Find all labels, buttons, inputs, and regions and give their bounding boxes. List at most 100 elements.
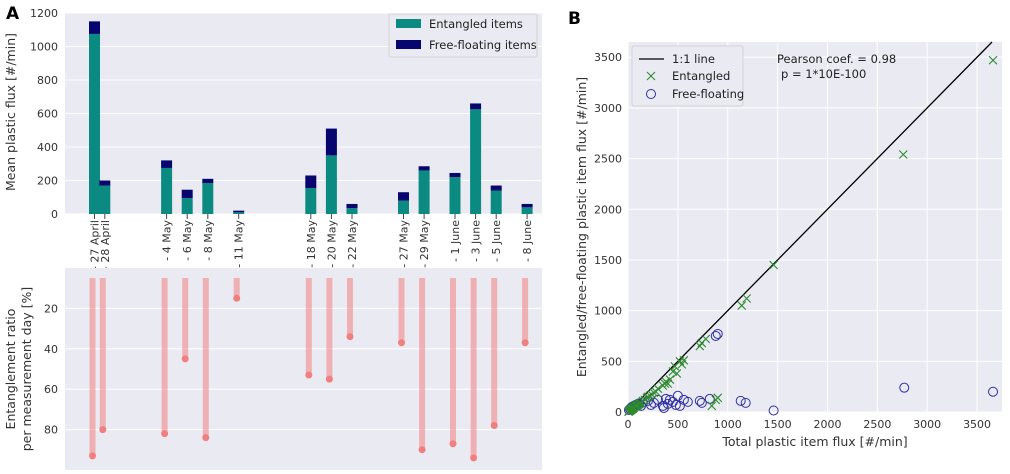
ratio-plot-area xyxy=(65,268,542,470)
entangled-point-stroke xyxy=(660,379,670,389)
bar-legend: Entangled items Free-floating items xyxy=(388,13,538,58)
free-floating-bar xyxy=(346,203,358,209)
entangled-point xyxy=(660,379,670,389)
entangled-point xyxy=(898,150,908,159)
entangled-point-stroke xyxy=(668,367,678,376)
entangled-bar xyxy=(181,198,193,214)
entangled-point-stroke xyxy=(742,294,752,303)
ratio-y-axis-label-2: per measurement day [%] xyxy=(19,287,34,452)
ratio-y-axis-label-1: Entanglement ratio xyxy=(3,309,18,430)
entangled-point xyxy=(679,355,689,365)
ratio-point xyxy=(418,446,426,454)
free-floating-bar xyxy=(418,166,430,171)
scatter-x-tick-label: 1500 xyxy=(764,418,792,431)
entangled-point xyxy=(988,55,998,65)
free-floating-bar xyxy=(161,160,173,168)
category-label: - 28 April xyxy=(99,220,112,270)
category-label: - 5 June xyxy=(490,220,503,262)
free-floating-point xyxy=(682,396,693,407)
entangled-point-stroke xyxy=(707,401,717,411)
free-floating-legend-label: Free-floating items xyxy=(429,38,537,52)
ratio-point xyxy=(305,371,313,379)
ratio-lollipops xyxy=(89,278,529,462)
entangled-point-stroke xyxy=(672,369,682,378)
entangled-point-stroke xyxy=(653,384,663,394)
entangled-legend-label: Entangled items xyxy=(429,17,523,31)
free-floating-bar xyxy=(202,178,214,184)
entangled-marker-legend-swatch xyxy=(646,71,656,81)
category-label: - 3 June xyxy=(470,220,483,262)
ratio-point xyxy=(202,434,210,442)
bar-y-axis-label: Mean plastic flux [#/min] xyxy=(3,33,18,191)
ratio-y-tick-label: 20 xyxy=(44,302,58,315)
free-floating-bar xyxy=(490,185,502,191)
category-label: - 11 May xyxy=(233,220,246,268)
bar-y-tick-label: 0 xyxy=(51,208,58,221)
free-floating-point xyxy=(660,393,671,404)
category-label: - 1 June xyxy=(449,220,462,262)
ratio-stem xyxy=(491,278,498,426)
category-label: - 8 June xyxy=(521,220,534,262)
free-floating-bar xyxy=(470,103,482,110)
free-floating-point xyxy=(670,399,681,410)
free-floating-bar xyxy=(398,192,409,201)
ratio-point xyxy=(521,339,529,347)
entangled-point xyxy=(707,401,717,411)
free-floating-bar xyxy=(89,21,100,34)
scatter-legend: 1:1 line Entangled Free-floating xyxy=(631,45,744,107)
pearson-annotation: Pearson coef. = 0.98 xyxy=(777,52,896,66)
entangled-scatter-legend-label: Entangled xyxy=(672,69,730,83)
ratio-stem xyxy=(99,278,106,430)
entangled-bar xyxy=(99,185,111,214)
category-label: - 27 May xyxy=(398,220,411,268)
free-floating-point xyxy=(768,405,779,416)
category-label: - 20 May xyxy=(325,220,338,268)
entangled-point-stroke xyxy=(701,334,711,344)
free-floating-point xyxy=(899,382,910,393)
ratio-stem xyxy=(326,278,333,380)
category-label: - 6 May xyxy=(181,220,194,261)
category-label: - 22 May xyxy=(346,220,359,268)
entangled-bar xyxy=(325,155,337,214)
category-label: - 29 May xyxy=(418,220,431,268)
bar-legend-box xyxy=(388,13,538,58)
ratio-stem xyxy=(347,278,353,337)
ratio-gridlines xyxy=(65,307,542,431)
bar-y-tick-label: 200 xyxy=(37,175,58,188)
scatter-y-axis-label: Entangled/free-floating plastic item flu… xyxy=(574,77,589,377)
bar-series-group xyxy=(89,21,533,214)
entangled-legend-swatch xyxy=(396,19,421,28)
entangled-point xyxy=(665,375,675,384)
entangled-point-stroke xyxy=(645,391,655,401)
ratio-point xyxy=(346,333,354,341)
entangled-point xyxy=(653,384,663,394)
free-floating-point xyxy=(657,400,668,411)
entangled-point-stroke xyxy=(769,260,778,270)
scatter-x-tick-label: 1000 xyxy=(714,418,742,431)
free-floating-point xyxy=(696,397,707,408)
entangled-bar xyxy=(490,190,502,214)
ratio-stem xyxy=(89,278,96,456)
entangled-point xyxy=(638,396,648,406)
entangled-bar xyxy=(202,183,214,214)
bar-y-tick-label: 400 xyxy=(37,141,58,154)
scatter-y-tick-label: 0 xyxy=(615,406,622,419)
free-floating-marker-legend-swatch xyxy=(646,89,656,99)
scatter-x-tick-label: 500 xyxy=(667,418,688,431)
ratio-stem xyxy=(470,278,477,458)
bar-y-tick-label: 600 xyxy=(37,108,58,121)
ratio-stem xyxy=(182,278,189,359)
entangled-point xyxy=(645,391,655,401)
entangled-point xyxy=(713,393,723,403)
scatter-x-tick-label: 3000 xyxy=(913,418,941,431)
category-label: - 8 May xyxy=(202,220,215,261)
scatter-x-tick-label: 2500 xyxy=(863,418,891,431)
bar-y-tick-label: 1000 xyxy=(30,41,58,54)
ratio-y-tick-label: 80 xyxy=(44,424,58,437)
ratio-y-tick-label: 60 xyxy=(44,383,58,396)
entangled-point-stroke xyxy=(679,355,689,365)
free-floating-bar xyxy=(181,189,193,199)
ratio-point xyxy=(161,430,169,438)
